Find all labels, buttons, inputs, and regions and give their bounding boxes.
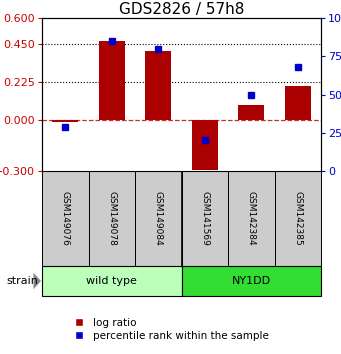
Text: GSM149084: GSM149084 xyxy=(154,191,163,246)
Text: strain: strain xyxy=(7,276,39,286)
Bar xyxy=(146,51,171,120)
Bar xyxy=(238,105,264,120)
Bar xyxy=(89,171,135,266)
Text: GSM149076: GSM149076 xyxy=(61,191,70,246)
Title: GDS2826 / 57h8: GDS2826 / 57h8 xyxy=(119,2,244,17)
Bar xyxy=(181,171,228,266)
Bar xyxy=(42,266,181,296)
Legend: log ratio, percentile rank within the sample: log ratio, percentile rank within the sa… xyxy=(64,314,273,345)
Bar xyxy=(192,120,218,170)
Text: GSM141569: GSM141569 xyxy=(200,191,209,246)
Bar xyxy=(228,171,275,266)
Bar xyxy=(99,41,124,120)
Text: wild type: wild type xyxy=(86,276,137,286)
Bar xyxy=(285,86,311,120)
Text: GSM142384: GSM142384 xyxy=(247,191,256,246)
Text: GSM142385: GSM142385 xyxy=(293,191,302,246)
Bar xyxy=(42,171,89,266)
Bar xyxy=(275,171,321,266)
Bar xyxy=(135,171,181,266)
Text: GSM149078: GSM149078 xyxy=(107,191,116,246)
Bar xyxy=(53,120,78,122)
Bar xyxy=(181,266,321,296)
Text: NY1DD: NY1DD xyxy=(232,276,271,286)
